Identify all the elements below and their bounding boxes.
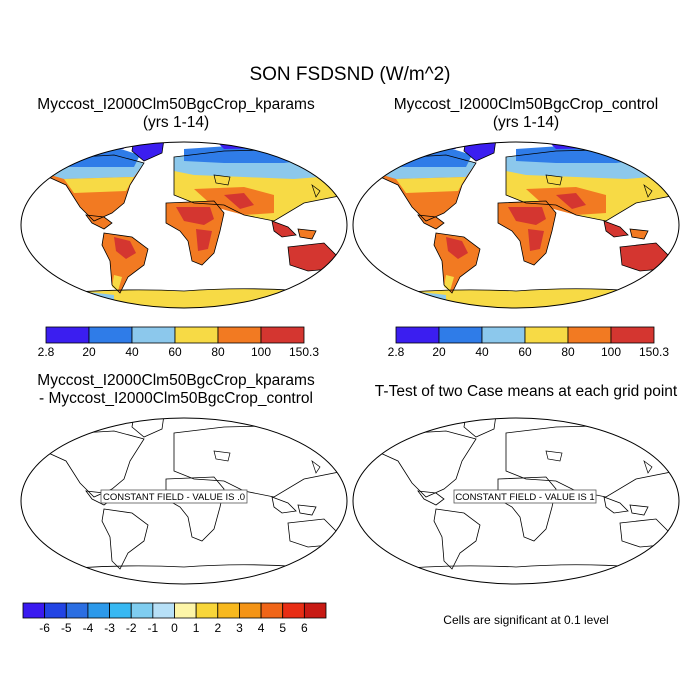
panel-3-title-line1: Myccost_I2000Clm50BgcCrop_kparams [37, 372, 315, 389]
panel-2-title: Myccost_I2000Clm50BgcCrop_control (yrs 1… [350, 96, 700, 132]
panel-4-title: T-Test of two Case means at each grid po… [350, 383, 700, 401]
colorbar-2-tick-label: 150.3 [639, 345, 669, 359]
colorbar-1-swatch [131, 326, 176, 344]
colorbar-diff-swatch [217, 602, 240, 619]
colorbar-diff-swatch [109, 602, 132, 619]
colorbar-1-tick-label: 2.8 [38, 345, 55, 359]
colorbar-diff-swatch [87, 602, 110, 619]
panel-3-map: CONSTANT FIELD - VALUE IS .0 [20, 417, 348, 585]
panel-1-title-line2: (yrs 1-14) [142, 114, 210, 131]
colorbar-diff-swatch [152, 602, 175, 619]
panel-3-constant-box [100, 489, 248, 504]
panel-1-map [20, 141, 348, 309]
colorbar-1-swatch [88, 326, 133, 344]
colorbar-diff-swatch [195, 602, 219, 619]
colorbar-diff-tick-label: 1 [193, 621, 200, 635]
figure-title: SON FSDSND (W/m^2) [249, 64, 451, 85]
panel-2-title-line1: Myccost_I2000Clm50BgcCrop_control [393, 96, 659, 113]
panel-4-constant-box [453, 489, 597, 504]
colorbar-2-swatch [567, 326, 612, 344]
colorbar-1-tick-label: 20 [82, 345, 96, 359]
panel-1-title-line1: Myccost_I2000Clm50BgcCrop_kparams [37, 96, 315, 113]
colorbar-diff-tick-label: -6 [39, 621, 50, 635]
colorbar-diff-swatch [282, 602, 305, 619]
panel-3-constant-label: CONSTANT FIELD - VALUE IS .0 [103, 492, 245, 503]
colorbar-1-swatch [217, 326, 262, 344]
colorbar-1-tick-label: 80 [211, 345, 225, 359]
panel-2-title-line2: (yrs 1-14) [492, 114, 560, 131]
colorbar-diff-swatch [22, 602, 46, 619]
colorbar-2-tick-label: 2.8 [388, 345, 405, 359]
panel-3-title: Myccost_I2000Clm50BgcCrop_kparams - Mycc… [0, 372, 352, 408]
colorbar-2-swatch [481, 326, 526, 344]
panel-2-map [352, 141, 680, 309]
colorbar-diff-swatch [174, 602, 197, 619]
colorbar-diff-tick-label: 2 [214, 621, 221, 635]
colorbar-2-swatch [524, 326, 569, 344]
panel-3-title-line2: - Myccost_I2000Clm50BgcCrop_control [39, 390, 313, 407]
colorbar-diff-tick-label: -5 [61, 621, 72, 635]
colorbar-diff-tick-label: 0 [171, 621, 178, 635]
colorbar-panel-2: 2.8 20 40 60 80 100 150.3 [388, 326, 669, 359]
colorbar-2-swatch [395, 326, 440, 344]
colorbar-diff-tick-label: -1 [148, 621, 159, 635]
colorbar-diff-tick-label: 6 [301, 621, 308, 635]
colorbar-diff-swatch [239, 602, 262, 619]
colorbar-1-tick-label: 100 [251, 345, 271, 359]
colorbar-2-tick-label: 100 [601, 345, 621, 359]
colorbar-diff-tick-label: -4 [83, 621, 94, 635]
significance-footnote: Cells are significant at 0.1 level [443, 613, 609, 627]
colorbar-diff-tick-label: -2 [126, 621, 137, 635]
colorbar-diff-swatch [65, 602, 89, 619]
colorbar-diff-swatch [130, 602, 154, 619]
panel-4-map: CONSTANT FIELD - VALUE IS 1 [352, 417, 680, 585]
colorbar-diff-tick-label: 4 [258, 621, 265, 635]
colorbar-1-swatch [174, 326, 219, 344]
colorbar-2-tick-label: 80 [561, 345, 575, 359]
colorbar-2-tick-label: 60 [518, 345, 532, 359]
panel-4-title-line1: T-Test of two Case means at each grid po… [374, 383, 678, 400]
colorbar-1-swatch [260, 326, 305, 344]
panel-4-constant-label: CONSTANT FIELD - VALUE IS 1 [455, 492, 594, 503]
colorbar-diff-swatch [260, 602, 284, 619]
colorbar-diff-swatch [44, 602, 67, 619]
colorbar-2-swatch [610, 326, 655, 344]
panel-1-title: Myccost_I2000Clm50BgcCrop_kparams (yrs 1… [0, 96, 352, 132]
colorbar-2-tick-label: 40 [475, 345, 489, 359]
colorbar-1-tick-label: 150.3 [289, 345, 319, 359]
colorbar-diff-tick-label: 5 [279, 621, 286, 635]
colorbar-panel-1: 2.8 20 40 60 80 100 150.3 [38, 326, 319, 359]
colorbar-diff-tick-label: -3 [104, 621, 115, 635]
colorbar-diff-tick-label: 3 [236, 621, 243, 635]
colorbar-1-tick-label: 40 [125, 345, 139, 359]
colorbar-2-swatch [438, 326, 483, 344]
colorbar-diff-swatch [303, 602, 327, 619]
colorbar-difference: -6 -5 -4 -3 -2 -1 0 1 2 3 4 5 6 [22, 602, 327, 635]
colorbar-2-tick-label: 20 [432, 345, 446, 359]
colorbar-1-tick-label: 60 [168, 345, 182, 359]
colorbar-1-swatch [45, 326, 90, 344]
